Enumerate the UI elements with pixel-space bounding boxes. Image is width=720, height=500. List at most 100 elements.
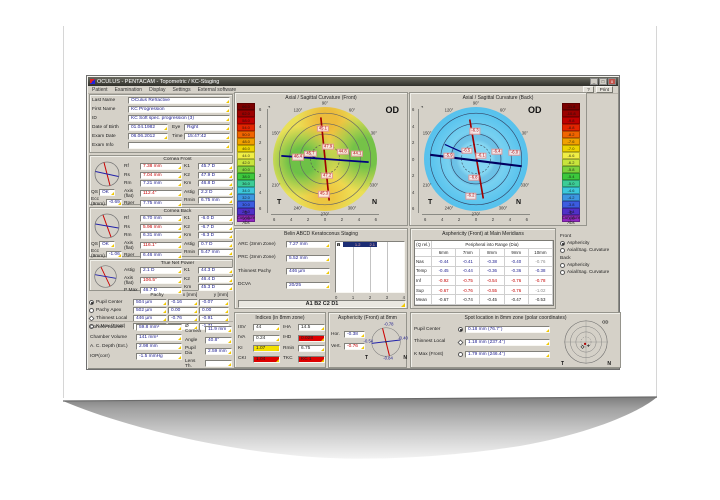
id-field[interactable]: KC Soft spec. progression (3) <box>128 115 230 122</box>
last-name-field[interactable]: OCulus Refractive <box>128 97 230 104</box>
front-color-scale[interactable]: 66.0 62.0 58.0 54.0 50.0 48.0 46.0 44.0 42.0 40.0… <box>237 103 255 222</box>
value-field: 44.3 D <box>198 267 233 274</box>
scale-cell: -5.0 <box>562 180 580 187</box>
radio-option[interactable]: Axial/Sag. Curvature <box>560 269 620 275</box>
index-value: 1.07 <box>253 345 280 352</box>
qs-back-label: QS <box>91 241 98 247</box>
radio-option[interactable]: Asphericity <box>560 240 620 246</box>
index-label: TKC <box>283 356 293 362</box>
cornea-back-left-col: Rf 6.70 mm Rs 5.96 mm Rm 6.31 mm Axis (f… <box>124 215 182 260</box>
y-axis <box>267 109 268 213</box>
curvature-value-label: 45.1 <box>316 125 329 133</box>
global-field: 40.8° <box>205 336 232 344</box>
value-field: 106.5° <box>140 277 182 285</box>
exam-date-field[interactable]: 06.06.2012 <box>128 133 168 140</box>
y-axis <box>418 109 419 213</box>
field-label: Rf <box>124 215 129 221</box>
scale-cell: 58.0 <box>237 117 255 124</box>
menu-item[interactable]: External software <box>197 86 237 93</box>
pachy-um-field: 502 µm <box>133 307 167 315</box>
scale-cell: -4.6 <box>562 187 580 194</box>
spot-marker[interactable] <box>458 327 463 332</box>
radio-icon[interactable] <box>560 270 565 275</box>
index-label: IVA <box>238 335 246 341</box>
q-value-cell: -1.02 <box>528 285 553 296</box>
menu-item[interactable]: Examination <box>114 86 143 93</box>
index-label: CKI <box>238 356 246 362</box>
eye-od-label: OD <box>602 319 609 325</box>
temporal-label: T <box>365 355 369 361</box>
true-net-header: True Net Power <box>160 261 195 266</box>
indices-left: ISV 44 IVA 0.24 KI 1.07 CKI 1.04 <box>238 324 280 363</box>
minimize-button[interactable]: _ <box>590 78 598 85</box>
q-value-cell: -0.44 <box>432 257 457 267</box>
gridline <box>387 242 388 292</box>
degree-label: 30° <box>370 130 378 136</box>
value-field: 46.4 D <box>198 275 233 283</box>
belin-field-value: 7.27 mm <box>286 241 330 248</box>
x-axis <box>422 214 530 215</box>
radio-icon[interactable] <box>560 241 565 246</box>
exam-info-field[interactable] <box>128 142 230 149</box>
dob-field[interactable]: 01.04.1982 <box>128 124 168 131</box>
radio-option[interactable]: Asphericity <box>560 262 620 268</box>
degree-label: 120° <box>444 107 454 113</box>
pachy-marker[interactable] <box>89 300 94 306</box>
stage-value: 1.2 <box>354 242 361 247</box>
eye-field[interactable]: Right <box>184 124 230 131</box>
value-field: 116.1° <box>140 242 182 250</box>
q-value-cell: -0.76 <box>504 276 529 286</box>
scale-cell: -6.2 <box>562 159 580 166</box>
field-label: Rs <box>124 172 130 178</box>
col-header: 8mm <box>480 249 505 257</box>
spot-marker[interactable] <box>457 338 464 346</box>
globals-section: Cornea Volume 59.8 mm³ Chamber Volume 14… <box>89 321 233 369</box>
degree-label: 300° <box>498 205 508 211</box>
spot-marker[interactable] <box>458 352 463 357</box>
curvature-value-label: 46.4 <box>291 153 305 161</box>
pachy-marker[interactable] <box>89 308 94 314</box>
q-value-cell: -0.41 <box>456 257 481 267</box>
radio-icon[interactable] <box>560 263 565 268</box>
value-field: 5.96 mm <box>140 223 182 231</box>
time-field[interactable]: 15:47:42 <box>184 133 230 140</box>
scale-cell: -4.2 <box>562 194 580 201</box>
value-field: -6.0 D <box>198 215 233 222</box>
menu-item[interactable]: Settings <box>172 86 191 93</box>
value-field: 7.75 mm <box>140 200 182 208</box>
menu-item[interactable]: Display <box>149 86 166 93</box>
help-button[interactable]: ? <box>583 86 594 93</box>
print-button[interactable]: Print <box>595 86 613 93</box>
degree-label: 210° <box>271 182 281 188</box>
pachy-um-field: 504 µm <box>133 299 167 307</box>
index-value: 14.5 <box>298 324 325 331</box>
value-field: 6.75 mm <box>198 197 233 205</box>
first-name-field[interactable]: KC Progression <box>128 106 230 113</box>
pachy-marker[interactable] <box>89 324 94 330</box>
pachy-header: Pachy <box>150 293 164 298</box>
q-value-cell: -0.78 <box>528 276 553 286</box>
monitor-left-edge <box>63 26 64 398</box>
true-net-right-col: K1 44.3 D K2 46.4 D Km 45.3 D <box>184 267 233 292</box>
curvature-value-label: -6.0 <box>508 149 521 157</box>
degree-label: 150° <box>271 130 281 136</box>
hor-label: Hor. <box>331 331 340 337</box>
eye-od-label: OD <box>528 105 542 115</box>
index-label: IHA <box>283 324 291 330</box>
hor-value: -0.38 <box>344 331 365 338</box>
menu-item[interactable]: Patient <box>92 86 108 93</box>
curvature-value-label: 45.3 <box>317 191 331 198</box>
maximize-button[interactable]: □ <box>599 78 607 85</box>
pachy-row-label: K Max (Front) <box>96 324 126 330</box>
radio-icon[interactable] <box>560 248 565 253</box>
back-color-scale[interactable]: -11.8 -10.8 -9.8 -8.8 -8.2 -7.6 -7.0 -6.6 -6.2 -5… <box>562 103 580 222</box>
belin-title: Belin ABCD Keratoconus Staging <box>284 231 358 237</box>
field-label: Rm <box>124 181 132 187</box>
front-map-panel: Axial / Sagittal Curvature (Front) 66.0 6… <box>234 92 408 226</box>
radio-option[interactable]: Axial/Sag. Curvature <box>560 247 620 253</box>
close-button[interactable]: x <box>608 78 616 85</box>
eye-label: Eye <box>172 124 181 130</box>
title-bar[interactable]: OCULUS - PENTACAM - Topometric / KC-Stag… <box>88 77 618 86</box>
asph8-q-label: -0.78 <box>383 321 394 327</box>
